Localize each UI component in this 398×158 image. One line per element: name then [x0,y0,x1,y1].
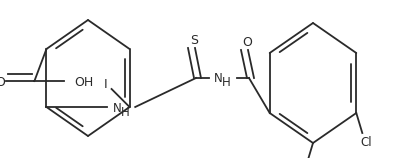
Text: OH: OH [74,76,94,88]
Text: I: I [104,79,107,91]
Text: Cl: Cl [361,137,372,149]
Text: S: S [190,33,198,46]
Text: H: H [222,76,231,89]
Text: N: N [214,73,223,85]
Text: O: O [242,36,252,49]
Text: O: O [0,76,5,88]
Text: H: H [121,106,130,118]
Text: N: N [113,101,122,115]
